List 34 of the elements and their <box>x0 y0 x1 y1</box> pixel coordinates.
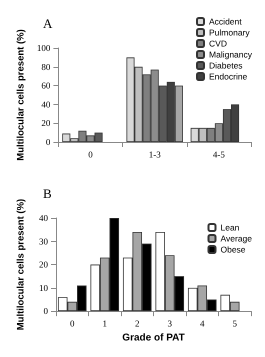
x-tick-label: 0 <box>88 150 94 160</box>
x-tick-label: 4 <box>200 318 205 329</box>
y-tick-label: 100 <box>36 43 51 53</box>
y-tick-label: 80 <box>41 62 51 72</box>
x-axis-title: Grade of PAT <box>122 332 185 344</box>
x-tick-label: 0 <box>70 318 75 329</box>
legend-label: Pulmonary <box>209 28 250 38</box>
legend-label: Diabetes <box>209 60 243 70</box>
y-tick-label: 20 <box>39 260 48 270</box>
x-tick-label: 3 <box>168 318 172 329</box>
x-tick-label: 4-5 <box>212 150 226 160</box>
y-tick-label: 10 <box>39 282 48 293</box>
x-tick-label: 1-3 <box>148 150 162 160</box>
legend-label: Average <box>220 234 252 244</box>
legend-label: Lean <box>220 222 240 232</box>
y-tick-label: 30 <box>39 236 48 246</box>
legend-label: Malignancy <box>209 50 253 60</box>
x-tick-label: 2 <box>135 318 140 329</box>
chart-title: A <box>43 16 53 31</box>
y-tick-label: 0 <box>46 137 51 147</box>
legend-label: Endocrine <box>209 72 248 82</box>
y-tick-label: 20 <box>41 118 51 128</box>
y-tick-label: 60 <box>41 80 51 91</box>
x-tick-label: 5 <box>232 318 238 329</box>
y-tick-label: 0 <box>44 306 48 316</box>
x-tick-label: 1 <box>102 318 107 329</box>
legend-label: Accident <box>209 16 242 26</box>
y-axis-title: Multilocular cells present (%) <box>16 198 26 330</box>
y-tick-label: 40 <box>41 99 51 110</box>
chart-title: B <box>43 186 52 201</box>
legend-label: Obese <box>220 244 246 254</box>
legend-label: CVD <box>209 38 227 48</box>
y-tick-label: 40 <box>39 213 48 223</box>
y-axis-title: Multilocular cells present (%) <box>16 29 26 161</box>
